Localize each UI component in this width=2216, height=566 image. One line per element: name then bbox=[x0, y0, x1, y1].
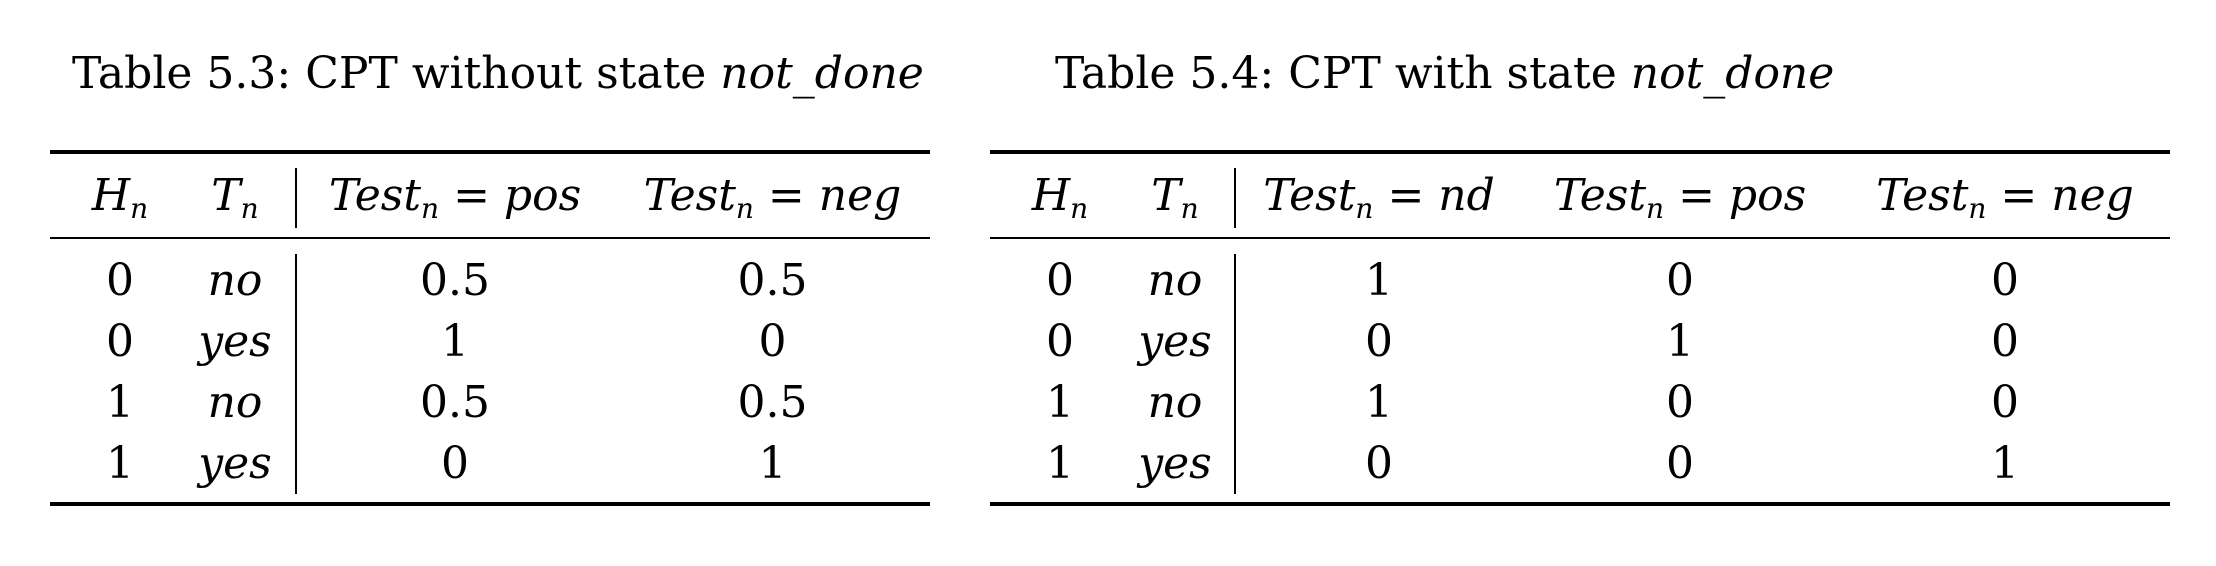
bottom-rule bbox=[990, 502, 2170, 506]
table-cell: 1 bbox=[106, 377, 134, 428]
header-rule bbox=[50, 237, 930, 239]
table-cell: no bbox=[207, 255, 263, 306]
table-cell: yes bbox=[198, 438, 272, 489]
table-cell: 0.5 bbox=[737, 377, 808, 428]
table-caption: Table 5.3: CPT without state not_done bbox=[72, 44, 924, 104]
header-cell: Hn bbox=[91, 170, 149, 225]
header-cell: Tn bbox=[1151, 170, 1199, 225]
table-cell: 0 bbox=[1991, 316, 2019, 367]
top-rule bbox=[990, 150, 2170, 154]
table-cell: 0.5 bbox=[737, 255, 808, 306]
table-cell: 1 bbox=[1365, 377, 1393, 428]
table-cell: yes bbox=[1138, 316, 1212, 367]
table-cell: 1 bbox=[1365, 255, 1393, 306]
table-cell: no bbox=[1147, 377, 1203, 428]
table-cell: 0 bbox=[106, 255, 134, 306]
header-rule bbox=[990, 237, 2170, 239]
table-cell: no bbox=[207, 377, 263, 428]
table-cell: 0 bbox=[1046, 255, 1074, 306]
table-cell: 0 bbox=[1046, 316, 1074, 367]
header-cell: Testn = pos bbox=[1553, 170, 1807, 225]
column-separator bbox=[295, 168, 297, 228]
header-cell: Testn = pos bbox=[328, 170, 582, 225]
table-cell: yes bbox=[198, 316, 272, 367]
table-cell: 1 bbox=[758, 438, 787, 489]
caption-state: not_done bbox=[1630, 48, 1835, 99]
column-separator bbox=[1234, 254, 1236, 494]
caption-prefix: Table 5.4: CPT with state bbox=[1055, 48, 1631, 99]
caption-prefix: Table 5.3: CPT without state bbox=[72, 48, 721, 99]
table-cell: 1 bbox=[1046, 377, 1074, 428]
table-cell: 0 bbox=[1666, 255, 1694, 306]
header-cell: Tn bbox=[211, 170, 259, 225]
table-cell: 0 bbox=[1991, 377, 2019, 428]
table-cell: 1 bbox=[1666, 316, 1694, 367]
header-cell: Testn = neg bbox=[1876, 170, 2134, 225]
table-caption: Table 5.4: CPT with state not_done bbox=[1055, 44, 1834, 104]
table-cell: 0 bbox=[1365, 438, 1393, 489]
caption-state: not_done bbox=[720, 48, 924, 99]
table-cell: 0 bbox=[1991, 255, 2019, 306]
header-cell: Hn bbox=[1031, 170, 1089, 225]
table-cell: 0.5 bbox=[420, 377, 490, 428]
bottom-rule bbox=[50, 502, 930, 506]
table-cell: no bbox=[1147, 255, 1203, 306]
header-cell: Testn = nd bbox=[1263, 170, 1495, 225]
header-cell: Testn = neg bbox=[643, 170, 902, 225]
table-cell: 0 bbox=[441, 438, 469, 489]
table-cell: 0.5 bbox=[420, 255, 490, 306]
table-cell: yes bbox=[1138, 438, 1212, 489]
table-cell: 1 bbox=[1991, 438, 2019, 489]
table-cell: 0 bbox=[106, 316, 134, 367]
table-cell: 0 bbox=[1365, 316, 1393, 367]
column-separator bbox=[295, 254, 297, 494]
table-cell: 1 bbox=[441, 316, 469, 367]
table-cell: 0 bbox=[758, 316, 787, 367]
table-cell: 0 bbox=[1666, 438, 1694, 489]
table-cell: 0 bbox=[1666, 377, 1694, 428]
column-separator bbox=[1234, 168, 1236, 228]
table-cell: 1 bbox=[1046, 438, 1074, 489]
top-rule bbox=[50, 150, 930, 154]
table-cell: 1 bbox=[106, 438, 134, 489]
